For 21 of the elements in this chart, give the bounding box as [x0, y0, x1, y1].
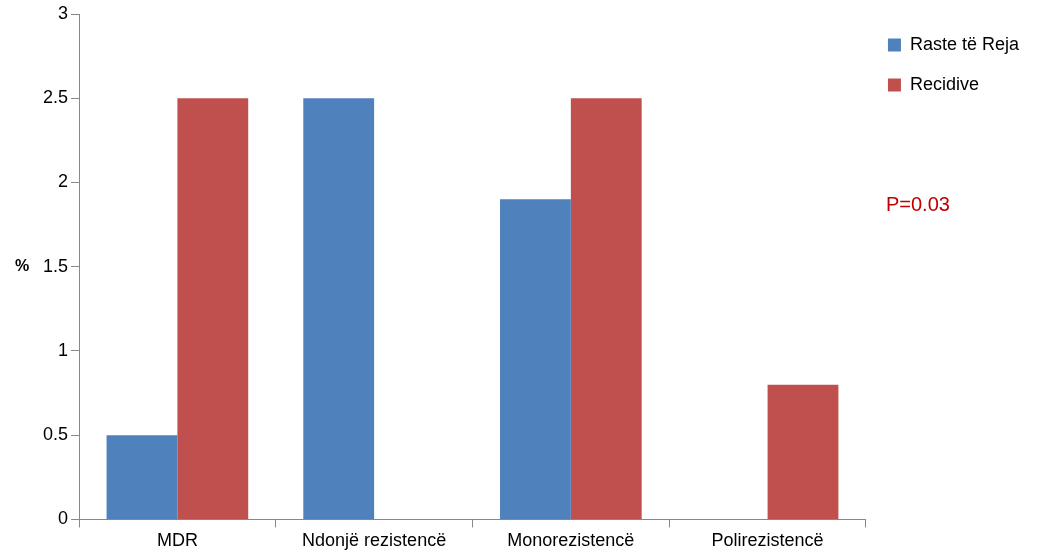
bar [106, 435, 178, 519]
y-tick-label: 1 [58, 339, 69, 360]
x-tick-label: Monorezistencë [507, 530, 635, 551]
bar [303, 98, 375, 519]
bar [570, 98, 642, 519]
x-tick-label: MDR [156, 530, 198, 551]
x-tick-label: Ndonjë rezistencë [302, 530, 447, 551]
y-tick-label: 3 [58, 2, 69, 23]
bar [177, 98, 249, 519]
x-tick-label: Polirezistencë [711, 530, 824, 551]
bar [767, 384, 839, 519]
y-tick-label: 2 [58, 171, 69, 192]
text: P=0.03 [885, 192, 950, 215]
y-tick-label: 1.5 [42, 255, 69, 276]
bar [500, 199, 571, 519]
y-tick-label: 0.5 [42, 424, 69, 445]
y-axis-title: % [14, 257, 30, 275]
y-tick-label: 0 [58, 508, 69, 529]
legend-label: Recidive [909, 73, 979, 94]
legend-label: Raste të Reja [909, 33, 1020, 54]
y-tick-label: 2.5 [42, 87, 69, 108]
